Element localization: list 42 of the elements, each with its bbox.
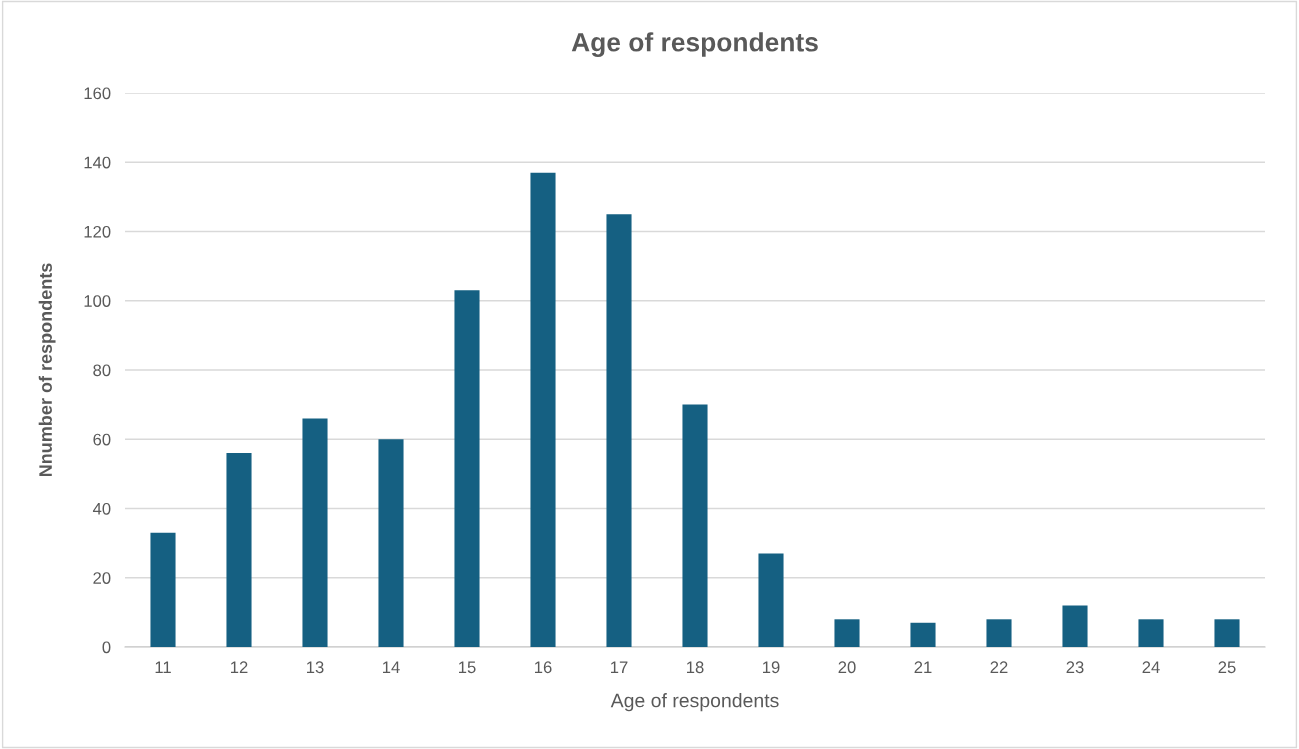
- bar: [454, 290, 480, 647]
- y-tick-label: 20: [93, 572, 111, 584]
- chart-title: Age of respondents: [571, 32, 818, 57]
- bar: [226, 453, 252, 647]
- bar: [1138, 619, 1164, 647]
- y-tick-label: 0: [102, 641, 111, 654]
- bar: [530, 172, 556, 647]
- y-tick-label: 40: [92, 502, 111, 515]
- bar: [378, 439, 404, 647]
- x-tick-label: 17: [611, 661, 628, 673]
- y-tick-label: 80: [93, 364, 111, 377]
- x-tick-label: 21: [914, 661, 932, 673]
- y-axis-title: Nnumber of respondents: [38, 263, 56, 477]
- y-tick-label: 60: [93, 433, 111, 446]
- y-tick-label: 140: [84, 156, 111, 169]
- x-tick-label: 11: [155, 661, 171, 673]
- y-tick-label: 120: [84, 225, 111, 238]
- y-tick-label: 100: [84, 295, 111, 307]
- bar: [606, 214, 632, 647]
- bar: [910, 622, 936, 647]
- bar: [758, 553, 784, 647]
- bar: [1062, 605, 1088, 647]
- x-axis-title: Age of respondents: [610, 693, 779, 712]
- x-tick-label: 24: [1142, 661, 1160, 673]
- x-tick-label: 25: [1218, 661, 1236, 674]
- bar: [1214, 619, 1240, 647]
- x-tick-label: 22: [990, 661, 1008, 673]
- x-tick-label: 19: [763, 661, 780, 674]
- x-tick-label: 14: [383, 661, 400, 673]
- bar: [986, 619, 1012, 647]
- bar: [682, 404, 708, 647]
- bar: [150, 532, 176, 647]
- x-tick-label: 12: [231, 661, 248, 673]
- x-tick-label: 13: [307, 661, 324, 674]
- bar: [834, 619, 860, 647]
- bar: [302, 418, 328, 647]
- x-tick-label: 15: [459, 661, 476, 674]
- x-tick-label: 16: [535, 661, 552, 674]
- x-tick-label: 20: [838, 661, 856, 674]
- x-tick-label: 23: [1066, 661, 1084, 674]
- y-tick-label: 160: [84, 87, 111, 100]
- x-tick-label: 18: [687, 661, 704, 674]
